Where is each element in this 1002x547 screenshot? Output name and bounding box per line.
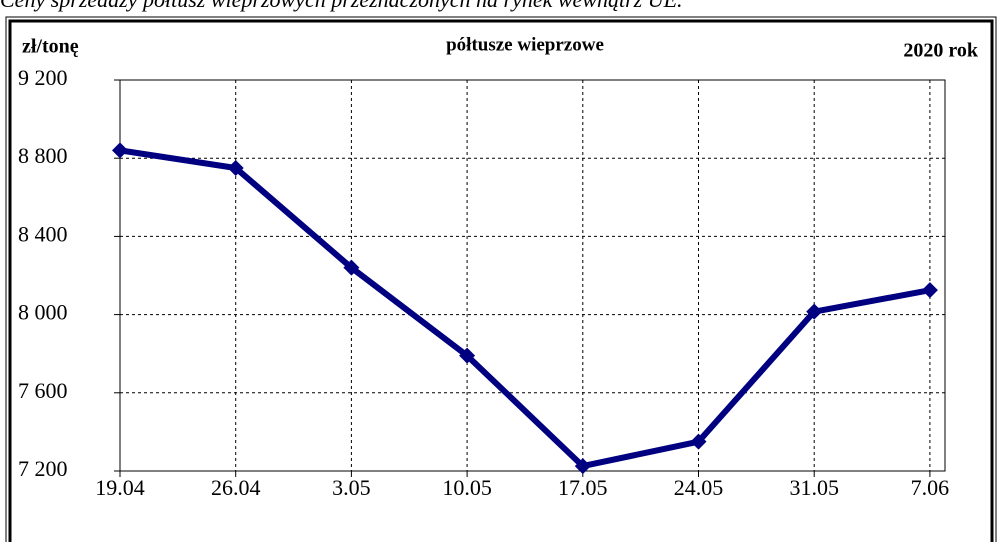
marker xyxy=(690,433,707,450)
y-tick-label: 8 000 xyxy=(18,300,68,325)
plot-area xyxy=(119,79,946,472)
x-tick-label: 24.05 xyxy=(674,475,724,500)
outer-frame xyxy=(5,16,997,547)
annotation: 2020 rok xyxy=(903,40,979,62)
x-tick-label: 10.05 xyxy=(442,475,492,500)
x-tick-label: 3.05 xyxy=(332,475,371,500)
y-tick-label: 8 400 xyxy=(18,221,68,246)
x-tick-label: 17.05 xyxy=(558,475,608,500)
x-tick-label: 19.04 xyxy=(95,475,145,500)
marker xyxy=(459,347,476,364)
marker xyxy=(343,259,360,276)
y-tick-label: 7 600 xyxy=(18,378,68,403)
x-tick-label: 7.06 xyxy=(911,475,950,500)
inner-frame xyxy=(8,19,994,547)
marker xyxy=(806,303,823,320)
y-label: zł/tonę xyxy=(22,36,79,58)
x-tick-label: 26.04 xyxy=(211,475,261,500)
marker xyxy=(227,159,244,176)
caption: Ceny sprzedaży półtusz wieprzowych przez… xyxy=(0,0,683,12)
y-tick-label: 7 200 xyxy=(18,456,68,481)
marker xyxy=(921,282,938,299)
y-tick-label: 8 800 xyxy=(18,143,68,168)
x-tick-label: 31.05 xyxy=(789,475,839,500)
line xyxy=(119,147,931,470)
y-tick-label: 9 200 xyxy=(18,65,68,90)
marker xyxy=(574,458,591,475)
chart-title: półtusze wieprzowe xyxy=(446,34,604,55)
marker xyxy=(112,142,128,159)
